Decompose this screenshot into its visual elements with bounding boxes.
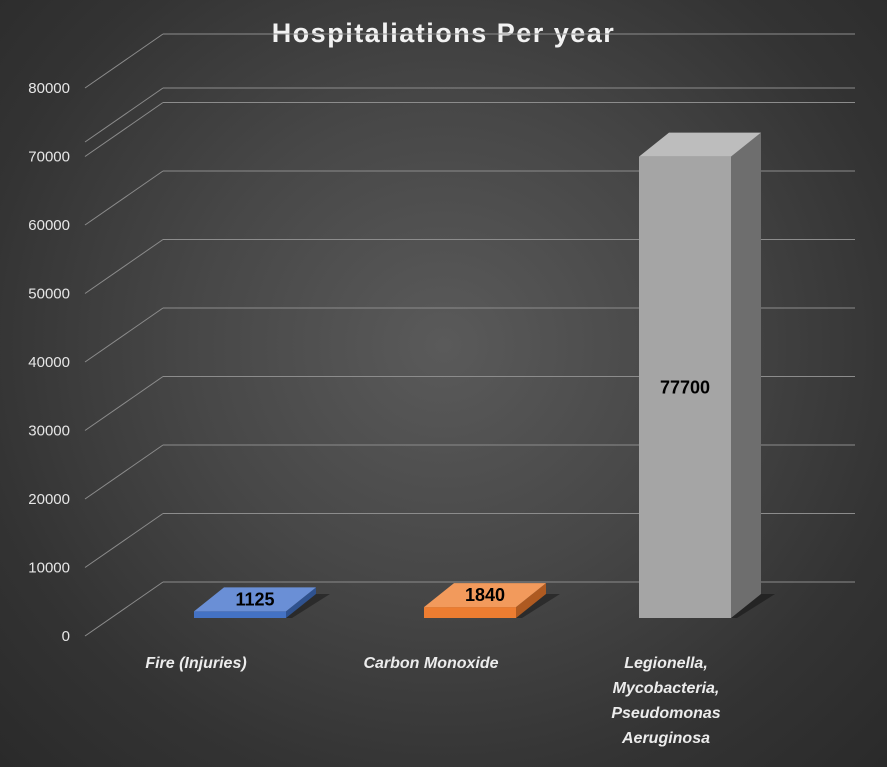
y-tick-label: 0 [62, 628, 70, 645]
category-label: Legionella, Mycobacteria, Pseudomonas Aerug… [611, 655, 720, 747]
category-label-line: Carbon Monoxide [363, 655, 498, 672]
category-label-line: Pseudomonas [611, 705, 720, 722]
bar-side [516, 583, 546, 618]
bar: 77700 [639, 132, 775, 618]
gridline-depth [84, 513, 164, 568]
gridline-depth [84, 581, 164, 637]
category-label-line: Legionella, [624, 655, 708, 672]
gridline-depth [84, 33, 164, 89]
y-axis-tick-labels: 0 10000 20000 30000 40000 50000 60000 70000 8000… [28, 80, 70, 645]
data-label: 1840 [465, 585, 505, 605]
gridline-depth [84, 102, 164, 157]
gridline-depth [84, 87, 164, 143]
bar-top [424, 583, 546, 608]
bar-top [194, 587, 316, 612]
category-label-line: Aeruginosa [621, 730, 710, 747]
y-tick-label: 10000 [28, 560, 70, 577]
bar: 1125 [194, 587, 330, 618]
category-label-line: Mycobacteria, [613, 680, 720, 697]
y-tick-label: 30000 [28, 423, 70, 440]
bar: 1840 [424, 583, 560, 618]
bar-front [424, 607, 516, 618]
data-label: 77700 [660, 377, 710, 397]
bar-front [194, 611, 286, 618]
bars: 1125 1840 77700 [194, 132, 775, 618]
bar-top [639, 132, 761, 157]
bar-side [286, 587, 316, 618]
y-tick-label: 70000 [28, 149, 70, 166]
gridline-depth [84, 239, 164, 294]
y-tick-label: 20000 [28, 491, 70, 508]
chart-title: Hospitaliations Per year [271, 18, 616, 48]
data-label: 1125 [235, 589, 274, 609]
y-tick-label: 40000 [28, 354, 70, 371]
gridline-depth [84, 376, 164, 431]
bar-front [639, 156, 731, 618]
y-tick-label: 50000 [28, 286, 70, 303]
y-tick-label: 60000 [28, 217, 70, 234]
gridline-depth [84, 307, 164, 363]
gridline-depth [84, 170, 164, 226]
category-label: Carbon Monoxide [363, 655, 498, 672]
category-labels: Fire (Injuries) Carbon Monoxide Legionella… [145, 655, 720, 747]
category-label-line: Fire (Injuries) [145, 655, 246, 672]
gridline-depth [84, 444, 164, 500]
bar-side [731, 132, 761, 618]
y-tick-label: 80000 [28, 80, 70, 97]
category-label: Fire (Injuries) [145, 655, 246, 672]
